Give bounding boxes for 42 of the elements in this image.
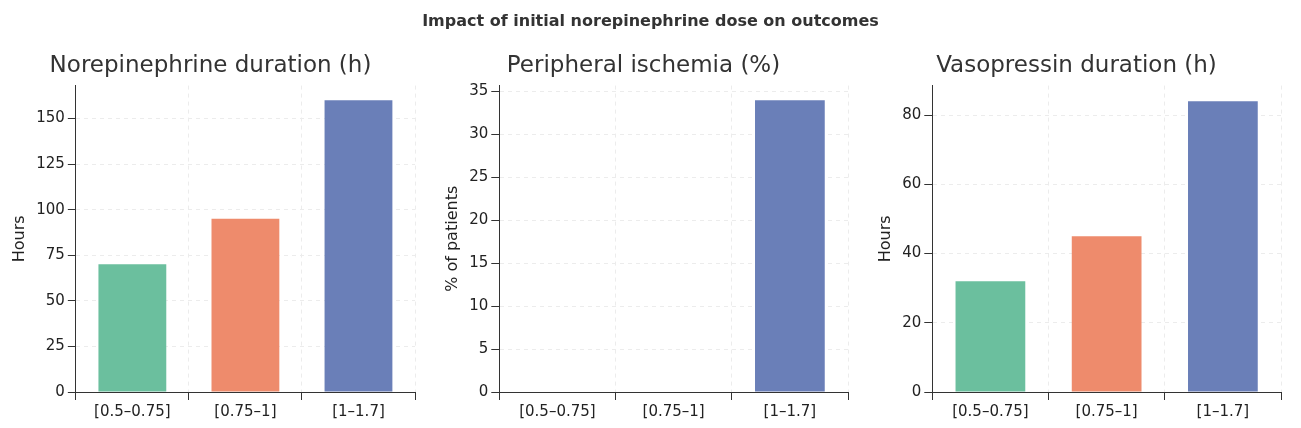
y-axis-title: Hours (874, 215, 894, 263)
y-tick-label: 100 (36, 199, 65, 218)
bar (98, 264, 167, 392)
y-tick-label: 35 (469, 81, 489, 100)
y-axis-title: % of patients (441, 185, 461, 292)
x-tick-label: [0.5–0.75] (94, 401, 171, 420)
x-tick-label: [0.75–1] (642, 401, 705, 420)
bar (1188, 101, 1258, 392)
y-tick-label: 75 (45, 245, 65, 264)
y-axis-title: Hours (8, 215, 28, 263)
chart-title: Peripheral ischemia (%) (506, 50, 781, 77)
y-tick-label: 20 (902, 312, 922, 331)
bar (324, 100, 393, 392)
y-tick-label: 0 (911, 381, 922, 400)
chart-title: Vasopressin duration (h) (936, 50, 1217, 77)
y-tick-label: 0 (478, 381, 489, 400)
x-tick-label: [0.75–1] (1075, 401, 1138, 420)
bar (1071, 236, 1142, 392)
y-tick-label: 150 (36, 108, 65, 127)
x-tick-label: [0.5–0.75] (952, 401, 1029, 420)
bar (211, 218, 280, 392)
y-tick-label: 0 (55, 381, 65, 400)
y-tick-label: 125 (36, 153, 65, 172)
text: Impact of initial norepinephrine dose on outcomes (421, 9, 880, 32)
y-tick-label: 25 (45, 336, 65, 355)
y-tick-label: 20 (469, 210, 489, 229)
y-tick-label: 25 (469, 167, 489, 186)
y-tick-label: 80 (902, 104, 922, 123)
y-tick-label: 60 (902, 174, 922, 193)
bar (955, 281, 1026, 392)
y-tick-label: 5 (478, 338, 489, 357)
x-tick-label: [1–1.7] (1196, 401, 1250, 420)
x-tick-label: [0.5–0.75] (519, 401, 596, 420)
x-tick-label: [1–1.7] (763, 401, 817, 420)
y-tick-label: 10 (469, 296, 489, 315)
y-tick-label: 40 (902, 243, 922, 262)
chart-title: Norepinephrine duration (h) (49, 50, 372, 77)
y-tick-label: 15 (469, 253, 489, 272)
x-tick-label: [1–1.7] (332, 401, 385, 420)
x-tick-label: [0.75–1] (214, 401, 277, 420)
y-tick-label: 50 (45, 290, 65, 309)
y-tick-label: 30 (469, 124, 489, 143)
